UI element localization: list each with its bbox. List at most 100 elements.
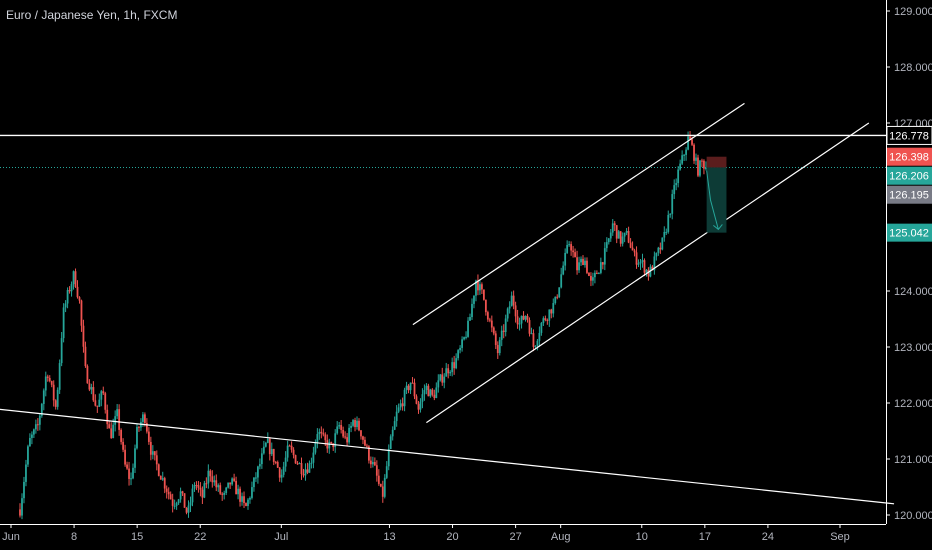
- candle-body: [38, 415, 41, 425]
- candle-body: [594, 272, 596, 278]
- candle-body: [385, 466, 388, 478]
- candle-body: [340, 425, 343, 430]
- candle-body: [251, 487, 253, 498]
- candle-body: [284, 457, 287, 467]
- candle-body: [496, 345, 499, 354]
- candle-body: [605, 242, 608, 249]
- candle-body: [528, 320, 531, 334]
- candle-body: [645, 269, 648, 273]
- candle-body: [145, 422, 148, 432]
- candle-body: [62, 307, 65, 339]
- candle-body: [516, 316, 519, 325]
- candle-body: [197, 485, 200, 488]
- price-tag-box: [887, 166, 932, 185]
- channel-upper-line[interactable]: [412, 102, 745, 326]
- candle-body: [389, 436, 392, 449]
- candle-body: [288, 445, 291, 447]
- candle-body: [639, 261, 642, 264]
- x-tick-label: 10: [636, 531, 648, 543]
- candle-body: [302, 474, 305, 476]
- candle-body: [481, 284, 483, 290]
- candle-body: [445, 368, 448, 377]
- candle-body: [439, 374, 442, 381]
- candle-body: [316, 434, 319, 443]
- descending-trendline[interactable]: [0, 408, 895, 505]
- candle-body: [181, 491, 184, 494]
- candle-body: [151, 451, 154, 455]
- candle-body: [157, 464, 160, 476]
- short-position-tool[interactable]: [706, 156, 727, 233]
- candle-body: [607, 238, 610, 243]
- candle-body: [270, 448, 273, 455]
- candle-body: [314, 442, 317, 453]
- take-profit-zone[interactable]: [706, 167, 727, 233]
- candle-body: [280, 474, 283, 478]
- candle-body: [601, 262, 604, 265]
- candle-body: [34, 424, 37, 430]
- candle-body: [130, 478, 132, 480]
- candle-body: [294, 455, 297, 464]
- candle-body: [697, 157, 699, 176]
- candle-body: [199, 487, 202, 490]
- candle-body: [237, 488, 239, 495]
- candle-body: [70, 284, 73, 292]
- candle-body: [48, 377, 51, 382]
- candle-body: [703, 160, 705, 169]
- candle-body: [239, 488, 241, 502]
- candle-body: [169, 494, 172, 500]
- candle-body: [112, 424, 115, 439]
- candle-body: [282, 466, 285, 475]
- candle-body: [167, 491, 170, 495]
- y-tick-label: 120.000: [894, 510, 932, 522]
- candle-body: [191, 488, 194, 503]
- candle-body: [484, 299, 487, 313]
- candle-body: [118, 409, 121, 430]
- candle-body: [508, 306, 511, 309]
- candle-body: [21, 498, 23, 516]
- candle-body: [417, 403, 420, 410]
- candle-body: [391, 429, 394, 437]
- drawings[interactable]: [0, 102, 895, 505]
- candle-body: [471, 303, 473, 318]
- time-axis[interactable]: Jun 8 15 22 Jul 13 20 27 Aug 10 17 24 Sep: [2, 524, 850, 543]
- stop-loss-zone[interactable]: [706, 156, 727, 168]
- candle-body: [102, 391, 105, 394]
- candle-body: [433, 394, 436, 399]
- candle-body: [580, 258, 582, 263]
- candle-body: [104, 393, 107, 410]
- y-tick-label: 122.000: [894, 398, 932, 410]
- candle-body: [310, 462, 313, 464]
- candle-body: [498, 339, 501, 354]
- candle-body: [364, 439, 366, 446]
- candle-body: [243, 496, 245, 504]
- candle-body: [667, 214, 670, 232]
- candle-body: [36, 424, 39, 426]
- candle-body: [455, 358, 458, 369]
- candle-body: [403, 389, 406, 407]
- x-tick-label: 13: [383, 531, 395, 543]
- candle-body: [356, 420, 358, 428]
- candle-body: [701, 160, 703, 162]
- candle-body: [219, 485, 222, 494]
- y-tick-label: 123.000: [894, 342, 932, 354]
- candle-body: [235, 480, 237, 495]
- candle-body: [469, 317, 471, 321]
- candle-body: [159, 475, 162, 480]
- price-tag-box: [886, 125, 932, 145]
- candle-body: [320, 431, 323, 434]
- price-axis[interactable]: 129.000128.000127.000124.000123.000122.0…: [886, 6, 932, 522]
- candle-body: [193, 484, 196, 489]
- candle-body: [56, 389, 59, 407]
- candle-body: [211, 476, 214, 483]
- candle-body: [278, 467, 281, 478]
- candle-body: [467, 320, 469, 337]
- candle-body: [358, 420, 360, 431]
- x-tick-label: 8: [71, 531, 77, 543]
- candle-body: [229, 482, 232, 485]
- candle-body: [492, 327, 495, 334]
- candle-body: [538, 332, 541, 341]
- candle-body: [637, 263, 640, 265]
- channel-lower-line[interactable]: [426, 122, 870, 424]
- candle-body: [453, 362, 456, 369]
